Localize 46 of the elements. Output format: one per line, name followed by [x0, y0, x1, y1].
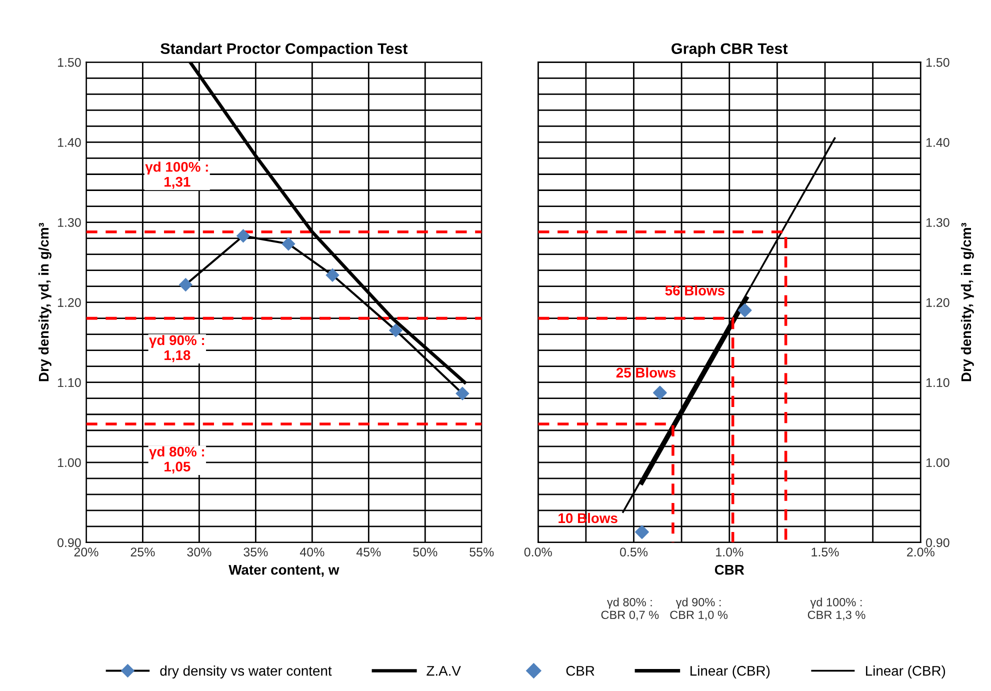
x-tick-label: 0.0%	[524, 548, 552, 556]
y2-axis-title: Dry density, γd, in g/cm³	[960, 222, 974, 382]
legend-label: Linear (CBR)	[690, 666, 770, 678]
y-tick-label: 1.00	[58, 458, 81, 468]
y2-tick-label: 1.50	[926, 58, 950, 67]
chart-title: Standart Proctor Compaction Test	[160, 42, 408, 58]
y-tick-label: 1.50	[58, 58, 81, 67]
y2-tick-label: 1.00	[926, 458, 950, 468]
x-tick-label: 20%	[74, 548, 98, 556]
y2-tick-label: 1.20	[926, 298, 950, 307]
legend-label: dry density vs water content	[160, 666, 332, 678]
y2-tick-label: 1.40	[926, 138, 950, 147]
x-tick-label: 40%	[300, 548, 324, 556]
y-tick-label: 1.10	[58, 378, 81, 388]
x-tick-label: 55%	[470, 548, 494, 556]
y-tick-label: 1.30	[58, 218, 81, 227]
text: γd 100% : CBR 1,3 %	[808, 598, 866, 620]
annotation: γd 80% : 1,05	[149, 446, 204, 474]
y2-tick-label: 0.90	[926, 538, 950, 548]
text: γd 90% : CBR 1,0 %	[670, 598, 728, 620]
x-tick-label: 1.5%	[812, 548, 839, 556]
annotation: 25 Blows	[616, 367, 676, 378]
y-tick-label: 1.20	[58, 298, 81, 307]
legend-label: Z.A.V	[426, 666, 461, 676]
x-tick-label: 1.0%	[716, 548, 744, 556]
annotation: γd 90% : 1,18	[149, 334, 204, 362]
x-tick-label: 25%	[130, 548, 155, 556]
x-axis-title: Water content, w	[228, 565, 340, 577]
annotation: γd 100% : 1,31	[145, 162, 208, 189]
legend-label: CBR	[566, 666, 594, 676]
legend-label: Linear (CBR)	[866, 666, 946, 678]
x-axis-title: CBR	[714, 564, 744, 575]
x-tick-label: 2.0%	[907, 548, 934, 556]
annotation: 56 Blows	[665, 285, 724, 296]
text: γd 80% : CBR 0,7 %	[601, 598, 659, 620]
y-tick-label: 0.90	[58, 538, 81, 548]
chart-title: Graph CBR Test	[672, 42, 788, 58]
y-tick-label: 1.40	[58, 138, 81, 147]
x-tick-label: 45%	[356, 548, 381, 556]
y-axis-title: Dry density, γd, in g/cm³	[38, 222, 52, 382]
y2-tick-label: 1.10	[926, 378, 950, 388]
x-tick-label: 0.5%	[620, 548, 648, 556]
y2-tick-label: 1.30	[926, 218, 950, 227]
x-tick-label: 50%	[413, 548, 438, 556]
x-tick-label: 35%	[244, 548, 268, 556]
x-tick-label: 30%	[187, 548, 212, 556]
